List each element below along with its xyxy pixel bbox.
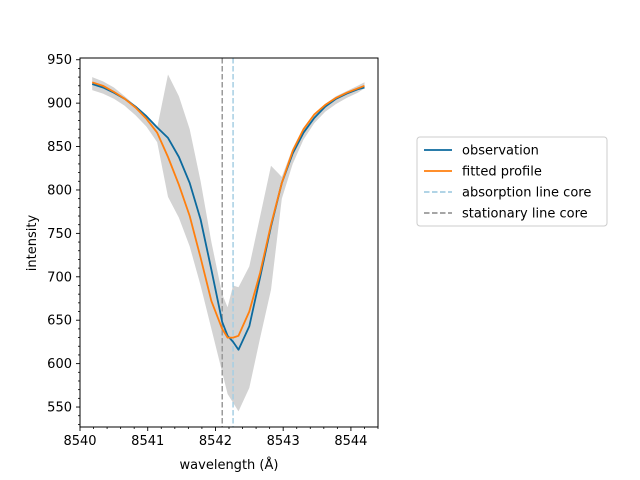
y-tick-label: 850: [47, 140, 72, 155]
legend: observation fitted profile absorption line…: [416, 136, 608, 227]
y-tick-label: 900: [47, 97, 72, 112]
legend-label: fitted profile: [462, 165, 542, 180]
y-tick-label: 800: [47, 183, 72, 198]
y-tick-label: 750: [47, 227, 72, 242]
y-tick-label: 700: [47, 270, 72, 285]
plot-area: [91, 58, 365, 427]
y-tick-label: 950: [47, 53, 72, 68]
y-axis-label: intensity: [25, 215, 40, 272]
x-tick-label: 8543: [267, 434, 300, 449]
series-line-observation: [91, 83, 365, 351]
x-tick-label: 8540: [63, 434, 96, 449]
x-axis-label: wavelength (Å): [180, 457, 279, 473]
x-tick-label: 8542: [199, 434, 232, 449]
y-tick-label: 650: [47, 314, 72, 329]
series-line-fitted-profile: [91, 81, 365, 339]
legend-label: absorption line core: [462, 186, 591, 201]
x-tick-label: 8541: [131, 434, 164, 449]
x-tick-label: 8544: [334, 434, 367, 449]
y-tick-label: 600: [47, 357, 72, 372]
legend-label: observation: [462, 144, 539, 159]
axes: 8540 8541 8542 8543 8544 550 600 650 700 750 800 85…: [47, 53, 379, 449]
spread-band: [92, 74, 365, 412]
y-tick-label: 550: [47, 401, 72, 416]
legend-label: stationary line core: [462, 207, 588, 222]
legend-box: [416, 136, 608, 227]
